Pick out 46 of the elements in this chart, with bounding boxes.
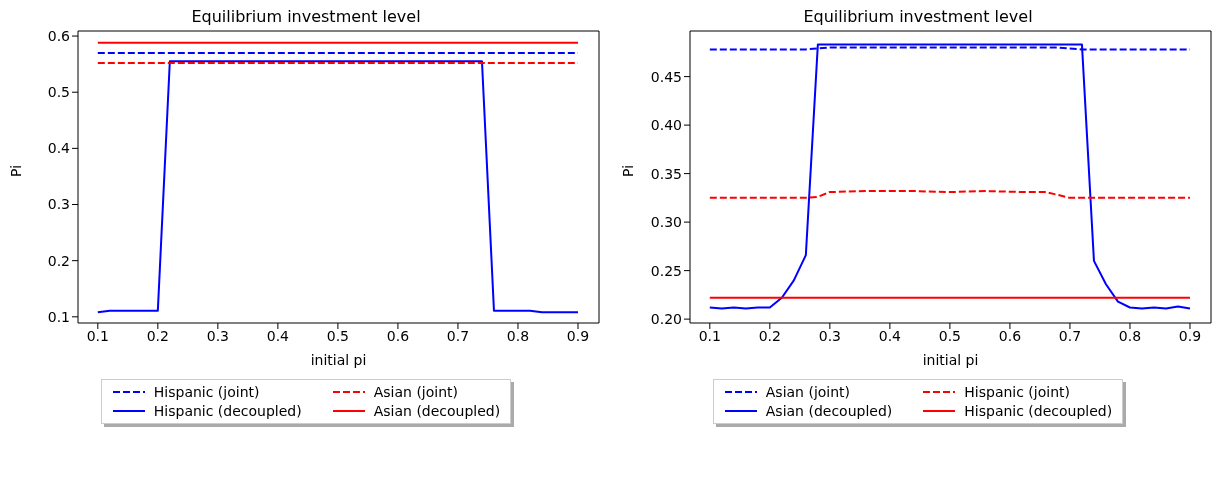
x-tick-label: 0.1: [86, 327, 109, 344]
legend-label: Hispanic (joint): [153, 384, 260, 400]
x-tick-label: 0.4: [266, 327, 290, 344]
y-tick-label: 0.45: [650, 68, 682, 85]
x-tick-label: 0.9: [1178, 327, 1202, 344]
legend-label: Asian (decoupled): [373, 403, 501, 419]
x-tick-label: 0.5: [326, 327, 350, 344]
y-tick-label: 0.35: [650, 165, 682, 182]
y-tick-label: 0.20: [650, 311, 682, 328]
x-tick-label: 0.2: [146, 327, 169, 344]
y-tick-label: 0.40: [650, 117, 682, 134]
x-tick-label: 0.6: [998, 327, 1022, 344]
legend-label: Hispanic (decoupled): [964, 403, 1113, 419]
y-tick-label: 0.2: [47, 252, 70, 269]
y-tick-label: 0.5: [47, 84, 70, 101]
y-tick-label: 0.3: [47, 196, 70, 213]
y-tick-label: 0.30: [650, 214, 682, 231]
x-tick-label: 0.7: [446, 327, 470, 344]
x-tick-label: 0.6: [386, 327, 410, 344]
x-tick-label: 0.3: [206, 327, 229, 344]
y-tick-label: 0.1: [47, 308, 70, 325]
legend-label: Hispanic (joint): [964, 384, 1070, 400]
x-axis-title: initial pi: [310, 352, 367, 368]
x-tick-label: 0.1: [698, 327, 721, 344]
legend-label: Asian (decoupled): [765, 403, 893, 419]
y-axis-title: Pi: [619, 164, 636, 177]
x-tick-label: 0.8: [506, 327, 530, 344]
line-series: [708, 43, 1191, 310]
x-tick-label: 0.3: [818, 327, 841, 344]
legend-label: Asian (joint): [765, 384, 851, 400]
x-axis-title: initial pi: [922, 352, 979, 368]
x-tick-label: 0.9: [566, 327, 590, 344]
y-tick-label: 0.6: [47, 28, 71, 45]
chart-title: Equilibrium investment level: [190, 6, 422, 28]
y-tick-label: 0.25: [650, 262, 682, 279]
line-series: [708, 190, 1191, 199]
x-tick-label: 0.2: [758, 327, 781, 344]
x-tick-label: 0.8: [1118, 327, 1142, 344]
chart-title: Equilibrium investment level: [802, 6, 1034, 28]
x-tick-label: 0.4: [878, 327, 902, 344]
legend-label: Asian (joint): [373, 384, 459, 400]
y-axis-title: Pi: [7, 164, 24, 177]
x-tick-label: 0.5: [938, 327, 962, 344]
x-tick-label: 0.7: [1058, 327, 1082, 344]
y-tick-label: 0.4: [47, 140, 71, 157]
legend-label: Hispanic (decoupled): [153, 403, 302, 419]
